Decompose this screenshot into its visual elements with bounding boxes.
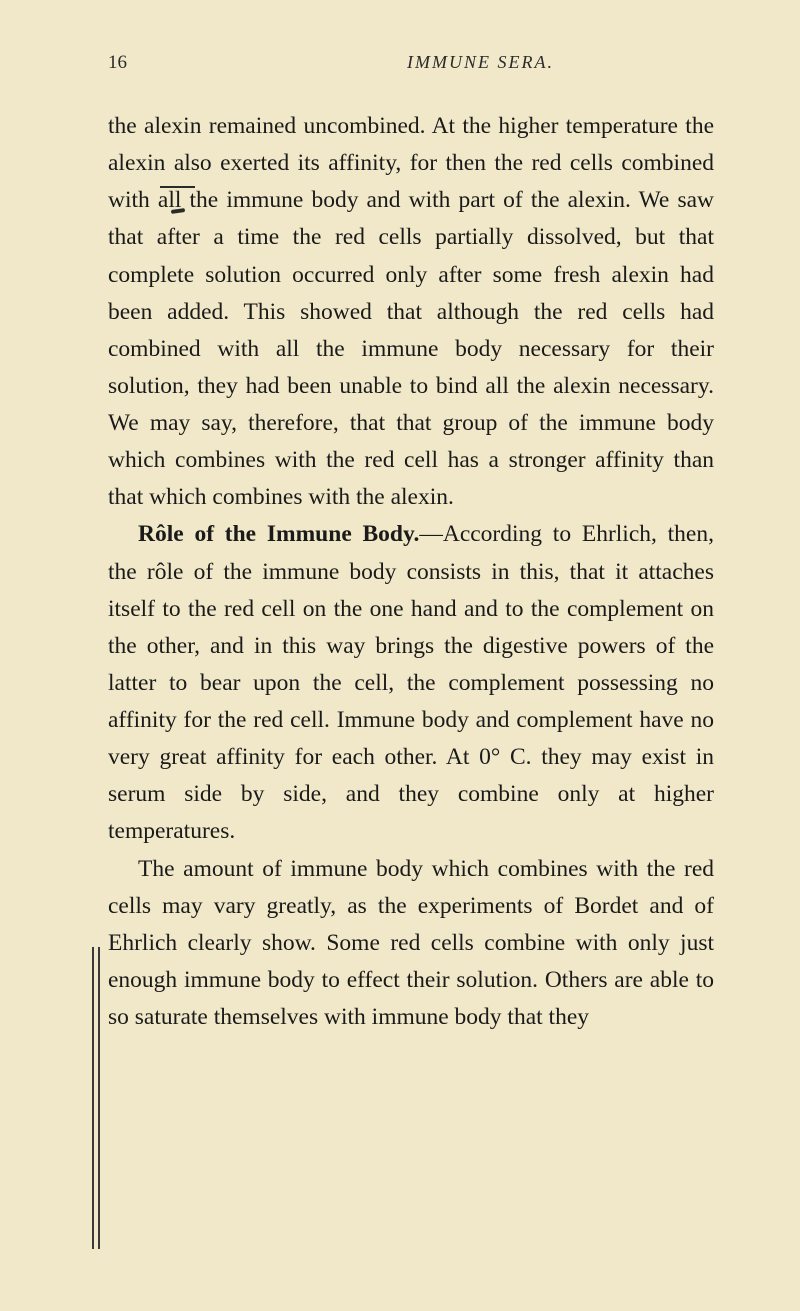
margin-line-right — [98, 947, 100, 1249]
paragraph-2: Rôle of the Immune Body.—According to Eh… — [108, 516, 714, 850]
margin-line-left — [92, 947, 94, 1249]
running-title: IMMUNE SERA. — [407, 52, 554, 73]
paragraph-3: The amount of immune body which combines… — [108, 851, 714, 1037]
p2-text: —According to Ehrlich, then, the rôle of… — [108, 521, 714, 844]
body-text: the alexin remained uncombined. At the h… — [108, 108, 714, 1036]
margin-annotation-lines — [92, 947, 100, 1249]
page-header: 16 IMMUNE SERA. — [108, 52, 714, 74]
page-number: 16 — [108, 52, 127, 74]
paragraph-1: the alexin remained uncombined. At the h… — [108, 108, 714, 516]
p3-text: The amount of immune body which combines… — [108, 856, 714, 1031]
p1-text-part2: the immune body and with part of the ale… — [108, 187, 714, 510]
document-page: 16 IMMUNE SERA. the alexin remained unco… — [0, 0, 800, 1096]
p2-heading: Rôle of the Immune Body. — [138, 521, 419, 547]
